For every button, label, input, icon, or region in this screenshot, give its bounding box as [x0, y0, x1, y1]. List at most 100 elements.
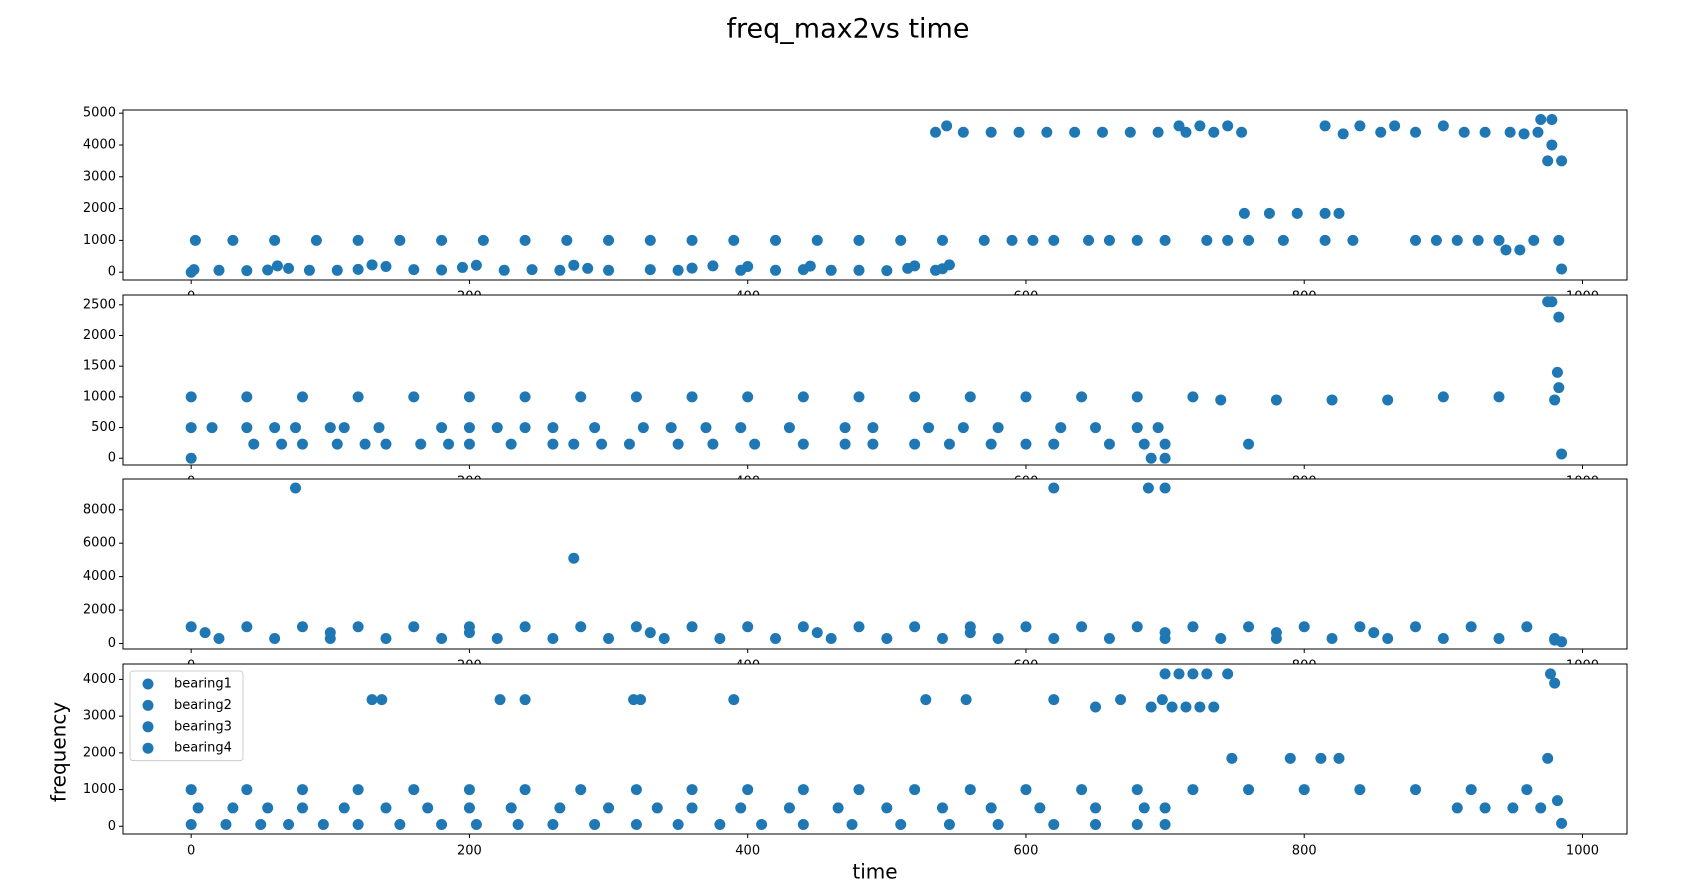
point	[686, 262, 698, 274]
point	[1187, 391, 1199, 403]
point	[603, 264, 615, 276]
point	[463, 802, 475, 814]
point	[408, 784, 420, 796]
point	[672, 264, 684, 276]
point	[635, 694, 647, 706]
point	[825, 264, 837, 276]
point	[797, 621, 809, 633]
point	[630, 784, 642, 796]
point	[603, 802, 615, 814]
point	[188, 264, 200, 276]
point	[456, 261, 468, 273]
point	[262, 802, 274, 814]
point	[505, 438, 517, 450]
point	[1556, 636, 1568, 648]
point	[1270, 394, 1282, 406]
point	[1090, 701, 1102, 713]
point	[185, 784, 197, 796]
point	[909, 391, 921, 403]
point	[1542, 752, 1554, 764]
point	[941, 120, 953, 132]
y-tick-label: 0	[108, 451, 116, 466]
point	[992, 818, 1004, 830]
point	[700, 422, 712, 434]
axes-frame	[122, 109, 1628, 281]
point	[547, 818, 559, 830]
point	[1142, 482, 1154, 494]
point	[1546, 114, 1558, 126]
point	[422, 802, 434, 814]
point	[1048, 818, 1060, 830]
point	[985, 126, 997, 138]
point	[408, 391, 420, 403]
point	[797, 818, 809, 830]
y-tick-label: 5000	[83, 106, 116, 121]
point	[338, 422, 350, 434]
point	[728, 694, 740, 706]
x-axis-label: time	[852, 860, 897, 884]
y-tick-label: 0	[108, 636, 116, 651]
point	[1090, 802, 1102, 814]
point	[436, 818, 448, 830]
point	[1333, 752, 1345, 764]
point	[943, 259, 955, 271]
point	[189, 234, 201, 246]
point	[185, 391, 197, 403]
axes-background	[123, 110, 1627, 280]
point	[1518, 128, 1530, 140]
point	[269, 632, 281, 644]
point	[1493, 234, 1505, 246]
point	[770, 632, 782, 644]
point	[957, 126, 969, 138]
axes-frame	[122, 294, 1628, 466]
point	[519, 234, 531, 246]
point	[909, 438, 921, 450]
point	[1131, 818, 1143, 830]
point	[589, 818, 601, 830]
axes-frame	[122, 663, 1628, 835]
point	[1493, 632, 1505, 644]
point	[206, 422, 218, 434]
point	[853, 784, 865, 796]
legend-marker	[142, 699, 154, 711]
point	[1437, 391, 1449, 403]
point	[630, 621, 642, 633]
point	[1159, 482, 1171, 494]
point	[1166, 701, 1178, 713]
point	[1528, 234, 1540, 246]
point	[1159, 234, 1171, 246]
y-tick-label: 1500	[83, 359, 116, 374]
point	[846, 818, 858, 830]
y-tick-label: 8000	[83, 502, 116, 517]
y-tick-label: 4000	[83, 672, 116, 687]
point	[269, 422, 281, 434]
point	[1201, 668, 1213, 680]
point	[1187, 621, 1199, 633]
point	[1156, 694, 1168, 706]
point	[707, 438, 719, 450]
point	[909, 784, 921, 796]
point	[936, 234, 948, 246]
point	[1546, 139, 1558, 151]
point	[498, 264, 510, 276]
point	[241, 391, 253, 403]
y-axis-label: frequency	[47, 702, 71, 802]
point	[804, 260, 816, 272]
point	[241, 265, 253, 277]
point	[1096, 126, 1108, 138]
point	[603, 234, 615, 246]
y-tick-label: 4000	[83, 569, 116, 584]
point	[290, 482, 302, 494]
point	[547, 438, 559, 450]
point	[853, 264, 865, 276]
point	[1553, 382, 1565, 394]
point	[185, 452, 197, 464]
point	[1298, 784, 1310, 796]
point	[1215, 632, 1227, 644]
point	[1507, 802, 1519, 814]
point	[1041, 126, 1053, 138]
point	[589, 422, 601, 434]
point	[686, 621, 698, 633]
x-tick-label: 1000	[1566, 844, 1599, 859]
point	[547, 422, 559, 434]
